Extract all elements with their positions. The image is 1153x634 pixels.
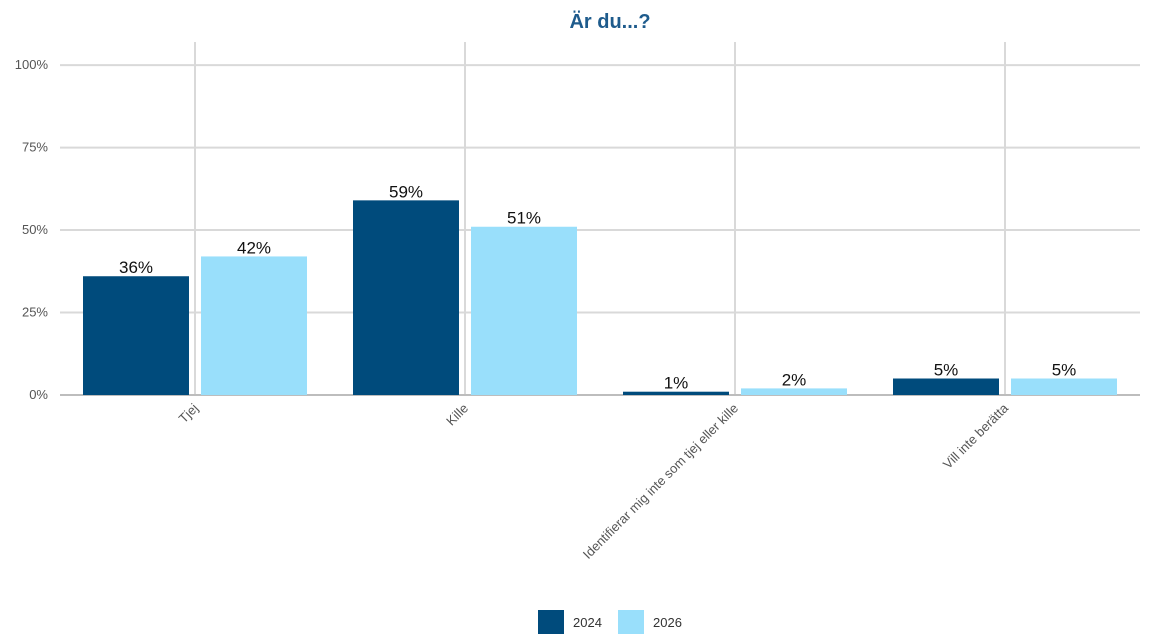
y-tick-label: 0% <box>29 387 48 402</box>
data-labels: 36% 59% 1% 5% 42% 51% 2% 5% <box>119 182 1076 392</box>
bar-2024-2 <box>353 200 459 395</box>
legend-label-2026[interactable]: 2026 <box>653 615 682 630</box>
x-tick-label: Kille <box>443 401 471 429</box>
x-tick-label: Vill inte berätta <box>940 400 1012 472</box>
x-tick-label: Identifierar mig inte som tjej eller kil… <box>580 401 741 562</box>
bar-2026-2 <box>471 226 577 395</box>
x-tick-label: Tjej <box>176 400 201 425</box>
chart-title: Är du...? <box>569 10 650 33</box>
bar-2026-3 <box>741 388 847 395</box>
data-label: 59% <box>389 182 423 201</box>
bar-2026-4 <box>1011 378 1117 395</box>
data-label: 5% <box>934 361 959 380</box>
y-tick-label: 25% <box>22 305 48 320</box>
bar-2024-1 <box>83 276 189 395</box>
legend[interactable]: 2024 2026 <box>538 610 682 634</box>
data-label: 2% <box>782 370 807 389</box>
bar-2024-4 <box>893 378 999 395</box>
y-tick-label: 75% <box>22 140 48 155</box>
legend-label-2024[interactable]: 2024 <box>573 615 602 630</box>
data-label: 1% <box>664 374 689 393</box>
data-label: 5% <box>1052 361 1077 380</box>
data-label: 51% <box>507 209 541 228</box>
data-label: 36% <box>119 258 153 277</box>
bar-2026-1 <box>201 256 307 395</box>
y-tick-label: 100% <box>15 57 49 72</box>
data-label: 42% <box>237 238 271 257</box>
legend-swatch-2026[interactable] <box>618 610 644 634</box>
bars <box>83 200 1117 395</box>
y-axis-ticks: 0% 25% 50% 75% 100% <box>15 57 49 402</box>
x-axis-ticks: Tjej Kille Identifierar mig inte som tjej … <box>176 400 1012 562</box>
y-tick-label: 50% <box>22 222 48 237</box>
legend-swatch-2024[interactable] <box>538 610 564 634</box>
bar-2024-3 <box>623 391 729 395</box>
